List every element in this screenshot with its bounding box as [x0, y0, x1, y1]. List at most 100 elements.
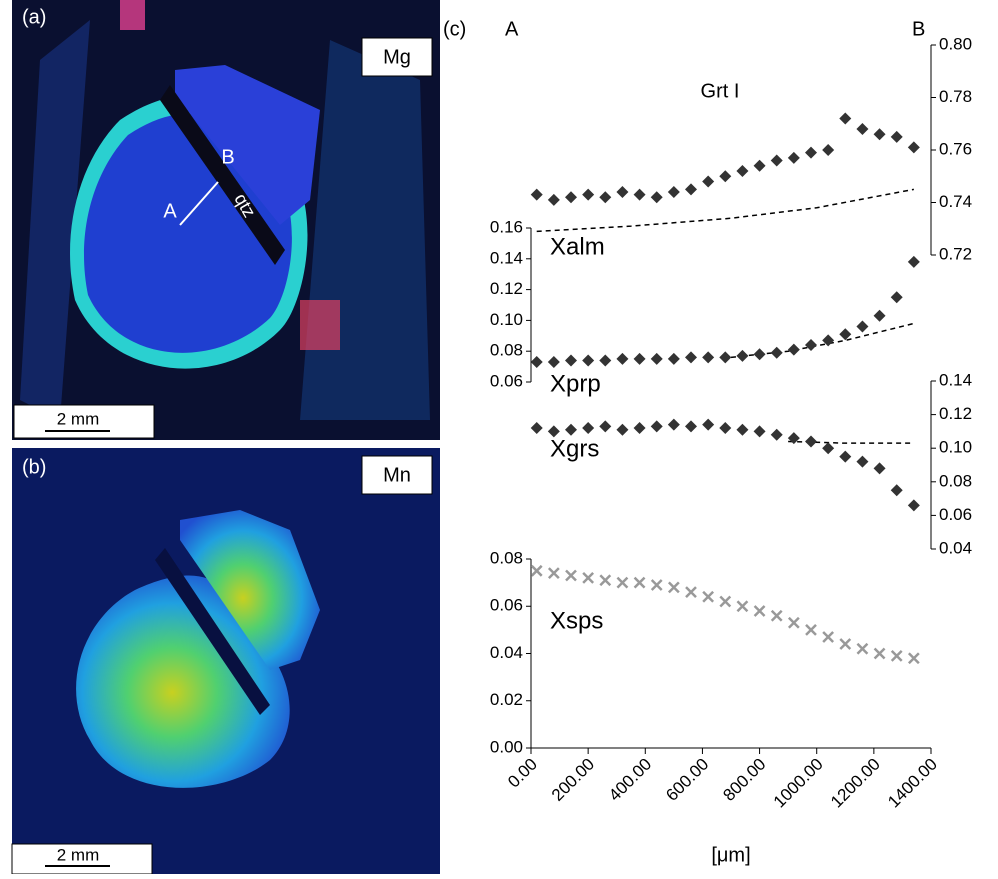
point	[822, 334, 835, 347]
point	[616, 352, 629, 365]
mg-map	[12, 0, 440, 440]
point	[719, 595, 732, 608]
y-tick-label: 0.06	[490, 596, 523, 615]
y-tick-label: 0.76	[939, 139, 972, 158]
point	[565, 191, 577, 204]
x-tick-label: 800.00	[719, 755, 769, 805]
y-tick-label: 0.10	[490, 310, 523, 329]
point	[650, 579, 663, 591]
point	[702, 590, 715, 603]
point	[770, 154, 783, 167]
point	[616, 423, 629, 436]
point	[839, 328, 852, 341]
point	[890, 291, 903, 304]
point	[547, 425, 560, 438]
x-tick-label: 200.00	[548, 755, 598, 805]
panel-label: (c)	[443, 18, 466, 40]
point	[907, 652, 920, 665]
point	[736, 349, 749, 362]
point	[890, 649, 903, 662]
point	[685, 420, 697, 433]
y-tick-label: 0.74	[939, 192, 972, 211]
point	[667, 352, 680, 365]
x-axis-label: [μm]	[711, 844, 750, 866]
point	[907, 141, 920, 154]
y-tick-label: 0.12	[490, 279, 523, 298]
point	[839, 450, 852, 463]
point	[599, 354, 612, 367]
point	[633, 422, 646, 435]
point	[753, 348, 766, 361]
x-tick-label: 1000.00	[770, 755, 827, 812]
point	[633, 188, 646, 201]
y-tick-label: 0.16	[490, 217, 523, 236]
y-tick-label: 0.14	[939, 370, 972, 389]
point	[530, 422, 543, 435]
y-tick-label: 0.04	[939, 538, 972, 557]
scale-label: 2 mm	[57, 409, 100, 428]
point	[805, 339, 817, 352]
point	[582, 572, 595, 584]
point	[856, 642, 869, 655]
point	[770, 428, 783, 441]
chart-title: Grt I	[701, 80, 740, 102]
point	[685, 183, 697, 196]
point	[805, 435, 817, 448]
y-tick-label: 0.72	[939, 244, 972, 263]
scale-label: 2 mm	[57, 845, 100, 864]
point	[787, 343, 800, 356]
point	[650, 420, 663, 433]
point	[667, 418, 680, 431]
y-tick-label: 0.14	[490, 248, 523, 267]
point	[616, 576, 629, 589]
point	[702, 175, 715, 188]
point	[753, 159, 766, 172]
element-label: Mn	[383, 464, 411, 486]
point	[616, 186, 629, 198]
point	[599, 420, 612, 433]
point	[719, 422, 732, 435]
y-tick-label: 0.08	[490, 548, 523, 567]
y-tick-label: 0.10	[939, 438, 972, 457]
mn-map	[11, 448, 440, 875]
point	[822, 631, 835, 643]
x-tick-label: 0.00	[504, 755, 541, 792]
point	[805, 146, 817, 159]
point	[530, 188, 543, 201]
point	[736, 423, 749, 436]
point	[685, 351, 697, 364]
y-tick-label: 0.02	[490, 690, 523, 709]
y-tick-label: 0.08	[490, 341, 523, 360]
point	[787, 616, 800, 629]
trend-line	[536, 188, 914, 233]
point	[856, 455, 869, 468]
point	[667, 186, 680, 198]
point	[736, 600, 749, 613]
x-tick-label: 1400.00	[884, 755, 941, 812]
y-tick-label: 0.12	[939, 404, 972, 423]
element-label: Mg	[383, 46, 411, 68]
point	[702, 418, 715, 431]
point	[547, 193, 560, 206]
point	[633, 352, 646, 365]
point	[719, 351, 732, 364]
point-label: A	[163, 200, 177, 222]
point	[582, 188, 595, 201]
y-tick-label: 0.08	[939, 471, 972, 490]
end-label: B	[912, 18, 925, 40]
point	[890, 130, 903, 143]
point	[599, 574, 612, 587]
point	[890, 484, 903, 497]
point	[753, 605, 766, 617]
point	[565, 423, 577, 436]
point-label: B	[221, 146, 234, 168]
point	[873, 309, 886, 322]
point	[907, 499, 920, 512]
point	[753, 425, 766, 438]
point	[530, 564, 543, 577]
point	[582, 422, 595, 435]
point	[547, 355, 560, 368]
point	[719, 170, 732, 183]
y-tick-label: 0.04	[490, 643, 523, 662]
y-tick-label: 0.80	[939, 34, 972, 53]
